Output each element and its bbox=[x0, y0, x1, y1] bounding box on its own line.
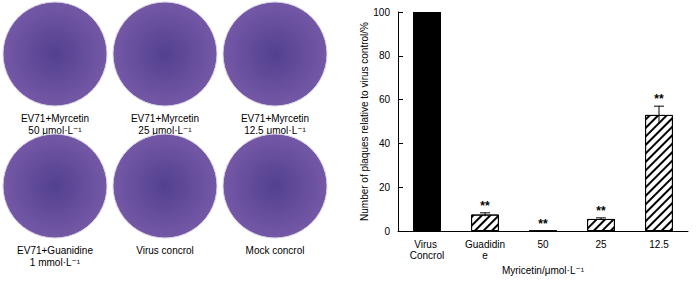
svg-text:**: ** bbox=[538, 217, 548, 231]
svg-text:12.5: 12.5 bbox=[649, 239, 669, 250]
svg-text:Guadidin: Guadidin bbox=[465, 239, 505, 250]
svg-text:25 μmol·L⁻¹: 25 μmol·L⁻¹ bbox=[138, 124, 192, 136]
svg-text:50: 50 bbox=[537, 239, 549, 250]
svg-text:EV71+Guanidine: EV71+Guanidine bbox=[17, 245, 93, 256]
svg-text:**: ** bbox=[480, 199, 490, 213]
svg-text:e: e bbox=[482, 250, 488, 261]
svg-text:Virus concrol: Virus concrol bbox=[136, 245, 194, 256]
svg-text:40: 40 bbox=[379, 138, 391, 149]
svg-text:60: 60 bbox=[379, 94, 391, 105]
svg-text:20: 20 bbox=[379, 182, 391, 193]
svg-text:0: 0 bbox=[384, 226, 390, 237]
svg-text:80: 80 bbox=[379, 50, 391, 61]
svg-text:1 mmol·L⁻¹: 1 mmol·L⁻¹ bbox=[30, 257, 81, 268]
svg-text:50 μmol·L⁻¹: 50 μmol·L⁻¹ bbox=[28, 124, 82, 136]
svg-text:Myricetin/μmol·L⁻¹: Myricetin/μmol·L⁻¹ bbox=[502, 265, 585, 276]
svg-text:Concrol: Concrol bbox=[410, 250, 444, 261]
svg-text:Virus: Virus bbox=[414, 239, 439, 250]
svg-text:100: 100 bbox=[373, 7, 390, 18]
svg-text:EV71+Myrcetin: EV71+Myrcetin bbox=[21, 113, 89, 124]
svg-text:Mock concrol: Mock concrol bbox=[246, 245, 305, 256]
svg-text:**: ** bbox=[654, 92, 664, 106]
svg-text:Number of plaques relative to: Number of plaques relative to virus cont… bbox=[359, 22, 370, 221]
svg-text:**: ** bbox=[596, 204, 606, 218]
svg-text:EV71+Myrcetin: EV71+Myrcetin bbox=[131, 113, 199, 124]
svg-text:25: 25 bbox=[595, 239, 607, 250]
svg-text:EV71+Myrcetin: EV71+Myrcetin bbox=[241, 113, 309, 124]
svg-text:12.5 μmol·L⁻¹: 12.5 μmol·L⁻¹ bbox=[244, 124, 306, 136]
